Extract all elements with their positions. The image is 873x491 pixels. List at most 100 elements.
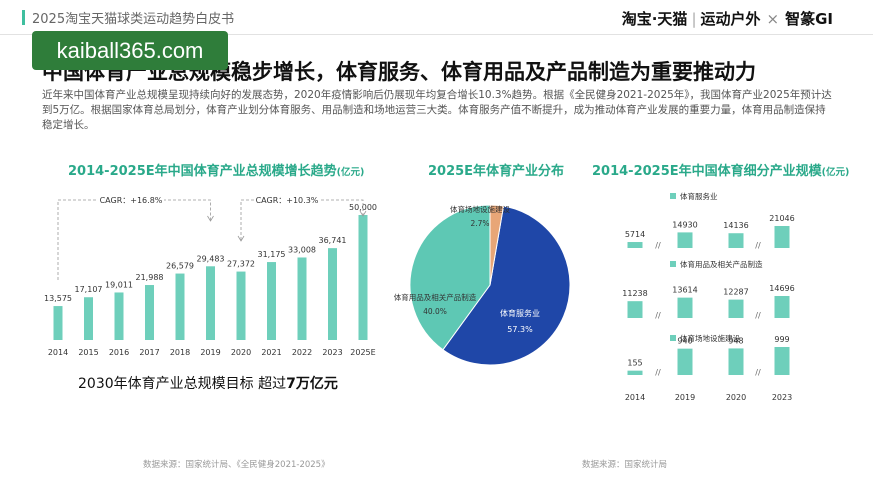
segment-x-tick-label: 2023	[772, 393, 792, 402]
target-statement: 2030年体育产业总规模目标 超过7万亿元	[78, 373, 338, 393]
segment-bar-value-label: 948	[728, 336, 743, 345]
segment-bar-value-label: 5714	[625, 230, 645, 239]
segment-legend-marker	[670, 193, 676, 199]
segment-bar	[774, 296, 790, 318]
segment-bar-value-label: 11238	[622, 289, 647, 298]
segment-series-name: 体育用品及相关产品制造	[680, 259, 763, 269]
total-x-tick-label: 2016	[109, 348, 129, 357]
total-x-tick-label: 2021	[261, 348, 281, 357]
pie-slice	[409, 204, 491, 351]
source-left: 数据来源：国家统计局、《全民健身2021-2025》	[143, 460, 330, 470]
total-bar	[267, 262, 276, 340]
total-x-tick-label: 2023	[322, 348, 342, 357]
segment-series-name: 体育服务业	[680, 191, 718, 201]
segment-x-tick-label: 2019	[675, 393, 695, 402]
target-prefix: 2030年体育产业总规模目标 超过	[78, 376, 287, 392]
total-x-tick-label: 2022	[292, 348, 312, 357]
total-x-tick-label: 2015	[78, 348, 98, 357]
segment-bar-value-label: 155	[627, 359, 642, 368]
total-x-tick-label: 2017	[139, 348, 159, 357]
target-bold: 7万亿元	[286, 376, 338, 392]
brand-taobao: 淘宝·天猫	[621, 10, 688, 28]
chart1-title-text: 2014-2025E年中国体育产业总规模增长趋势	[68, 164, 337, 179]
total-scale-bar-chart: 13,575 2014 17,107 2015 19,011 2016 21,988 2017…	[44, 193, 377, 357]
segment-bar	[627, 301, 643, 318]
report-title: 2025淘宝天猫球类运动趋势白皮书	[32, 12, 235, 27]
total-bar	[206, 266, 215, 340]
brand-cross: ×	[766, 10, 780, 28]
industry-pie-chart: 体育服务业 57.3% 体育用品及相关产品制造 40.0% 体育场地设施建设 2.7%	[394, 204, 571, 366]
total-bar	[114, 292, 124, 340]
total-bar	[53, 306, 63, 340]
brand-sports: 运动户外	[700, 10, 761, 28]
chart2-title: 2025E年体育产业分布	[428, 164, 565, 179]
cagr-bracket-1: CAGR：+16.8%	[57, 193, 214, 280]
axis-break-mark: //	[755, 311, 761, 320]
chart3-title-text: 2014-2025E年中国体育细分产业规模	[592, 164, 822, 179]
source-right: 数据来源：国家统计局	[582, 460, 668, 470]
total-bar-value-label: 31,175	[258, 250, 286, 259]
segment-bar-value-label: 21046	[769, 214, 794, 223]
total-bar-value-label: 13,575	[44, 294, 72, 303]
segment-x-tick-label: 2020	[726, 393, 746, 402]
cagr-label-1: CAGR：+16.8%	[100, 196, 163, 205]
segment-bar-value-label: 13614	[672, 286, 697, 295]
segment-bar	[728, 348, 744, 375]
total-x-tick-label: 2025E	[350, 348, 375, 357]
total-bar	[297, 257, 307, 340]
pie-label-manufacturing: 体育用品及相关产品制造	[394, 292, 477, 302]
segment-x-tick-label: 2014	[625, 393, 645, 402]
total-bar-value-label: 50,000	[349, 203, 377, 212]
segment-bar	[677, 297, 693, 318]
pie-slice	[442, 205, 571, 366]
total-bar	[145, 285, 154, 340]
segment-bar	[728, 233, 744, 248]
segment-bar-value-label: 14136	[723, 221, 748, 230]
total-bar	[175, 273, 185, 340]
segment-bar	[774, 347, 790, 375]
segment-bar-value-label: 14696	[769, 284, 794, 293]
pie-slice	[489, 204, 505, 286]
header-accent-bar	[22, 10, 25, 25]
axis-break-mark: //	[755, 368, 761, 377]
segment-bar	[627, 242, 643, 248]
chart1-unit: (亿元)	[336, 167, 365, 178]
axis-break-mark: //	[655, 368, 661, 377]
segment-series-name: 体育场地设施建设	[680, 333, 740, 343]
total-bar	[328, 248, 337, 340]
total-bar-value-label: 29,483	[197, 254, 225, 263]
segment-bar	[677, 232, 693, 248]
axis-break-mark: //	[655, 311, 661, 320]
total-x-tick-label: 2014	[48, 348, 68, 357]
total-bar-value-label: 21,988	[136, 273, 164, 282]
segment-bar-value-label: 14930	[672, 220, 697, 229]
total-bar	[236, 271, 246, 340]
pie-value-manufacturing: 40.0%	[423, 307, 447, 316]
total-bar-value-label: 26,579	[166, 262, 194, 271]
cagr-bracket-2: CAGR：+10.3%	[237, 193, 367, 242]
segment-bar	[627, 370, 643, 375]
axis-break-mark: //	[655, 241, 661, 250]
segment-bar-value-label: 12287	[723, 288, 748, 297]
top-header: 2025淘宝天猫球类运动趋势白皮书 淘宝·天猫 | 运动户外 × 智篆GI	[0, 0, 873, 35]
segment-bar	[677, 348, 693, 375]
total-x-tick-label: 2020	[231, 348, 251, 357]
total-bar-value-label: 36,741	[319, 236, 347, 245]
total-x-tick-label: 2018	[170, 348, 190, 357]
pie-label-service: 体育服务业	[500, 308, 540, 318]
segment-bar-value-label: 999	[774, 335, 789, 344]
chart1-title: 2014-2025E年中国体育产业总规模增长趋势(亿元)	[68, 160, 364, 179]
cagr-label-2: CAGR：+10.3%	[256, 196, 319, 205]
segment-bar-value-label: 940	[677, 337, 692, 346]
chart3-title: 2014-2025E年中国体育细分产业规模(亿元)	[592, 160, 849, 179]
total-bar	[84, 297, 93, 340]
segment-bar-chart: 体育服务业 5714 14930 14136 21046 // // 体育用品及相关产品制造 1…	[622, 191, 794, 402]
segment-legend-marker	[670, 261, 676, 267]
total-x-tick-label: 2019	[200, 348, 220, 357]
axis-break-mark: //	[755, 241, 761, 250]
total-bar-value-label: 27,372	[227, 260, 255, 269]
segment-bar	[774, 226, 790, 248]
total-bar-value-label: 19,011	[105, 280, 133, 289]
segment-legend-marker	[670, 335, 676, 341]
total-bar	[358, 215, 368, 340]
